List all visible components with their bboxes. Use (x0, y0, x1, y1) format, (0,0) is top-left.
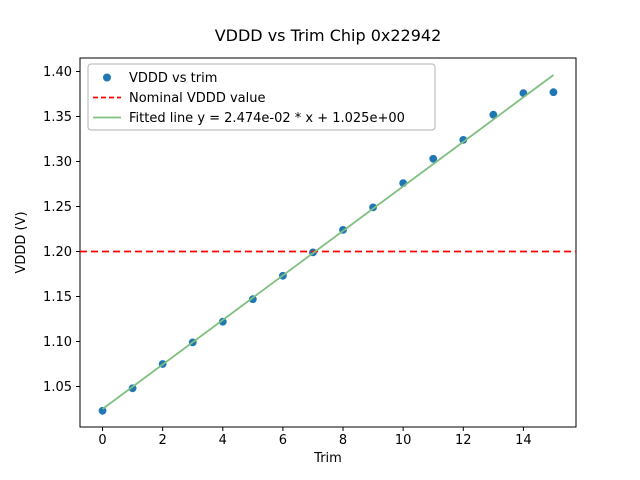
legend-box (87, 63, 436, 131)
x-tick-label: 2 (159, 433, 167, 448)
y-tick-label: 1.30 (43, 155, 72, 170)
y-tick-label: 1.25 (43, 200, 72, 215)
legend-marker-scatter-icon (103, 73, 111, 82)
scatter-point (459, 136, 468, 144)
legend-label-nominal: Nominal VDDD value (129, 91, 265, 106)
y-tick-label: 1.35 (43, 110, 72, 125)
y-tick-label: 1.10 (43, 335, 72, 350)
x-axis-label: Trim (313, 451, 342, 466)
y-tick-label: 1.05 (43, 380, 72, 395)
plot-area: 0 2 4 6 8 10 12 14 1.05 1.10 1.15 1.20 1.25 1.30 1.35 1… (43, 57, 577, 448)
legend-label-fit: Fitted line y = 2.474e-02 * x + 1.025e+0… (129, 111, 405, 126)
fitted-line (102, 74, 554, 410)
x-tick-label: 0 (98, 433, 106, 448)
scatter-point (429, 154, 438, 163)
y-tick-label: 1.40 (43, 65, 72, 80)
x-tick-label: 6 (279, 433, 287, 448)
scatter-point (218, 317, 227, 326)
y-axis-label: VDDD (V) (14, 211, 29, 273)
scatter-point (98, 406, 107, 415)
scatter-point (489, 110, 498, 119)
legend-label-scatter: VDDD vs trim (129, 71, 217, 86)
x-tick-label: 12 (455, 433, 472, 448)
y-tick-label: 1.20 (43, 245, 72, 260)
scatter-point (549, 88, 558, 97)
x-tick-label: 10 (395, 433, 412, 448)
x-tick-label: 14 (515, 433, 532, 448)
x-tick-label: 4 (219, 433, 227, 448)
y-tick-label: 1.15 (43, 290, 72, 305)
legend: VDDD vs trim Nominal VDDD value Fitted l… (87, 63, 436, 131)
x-tick-label: 8 (339, 433, 347, 448)
chart-title: VDDD vs Trim Chip 0x22942 (215, 26, 442, 45)
axes-frame (79, 57, 577, 428)
